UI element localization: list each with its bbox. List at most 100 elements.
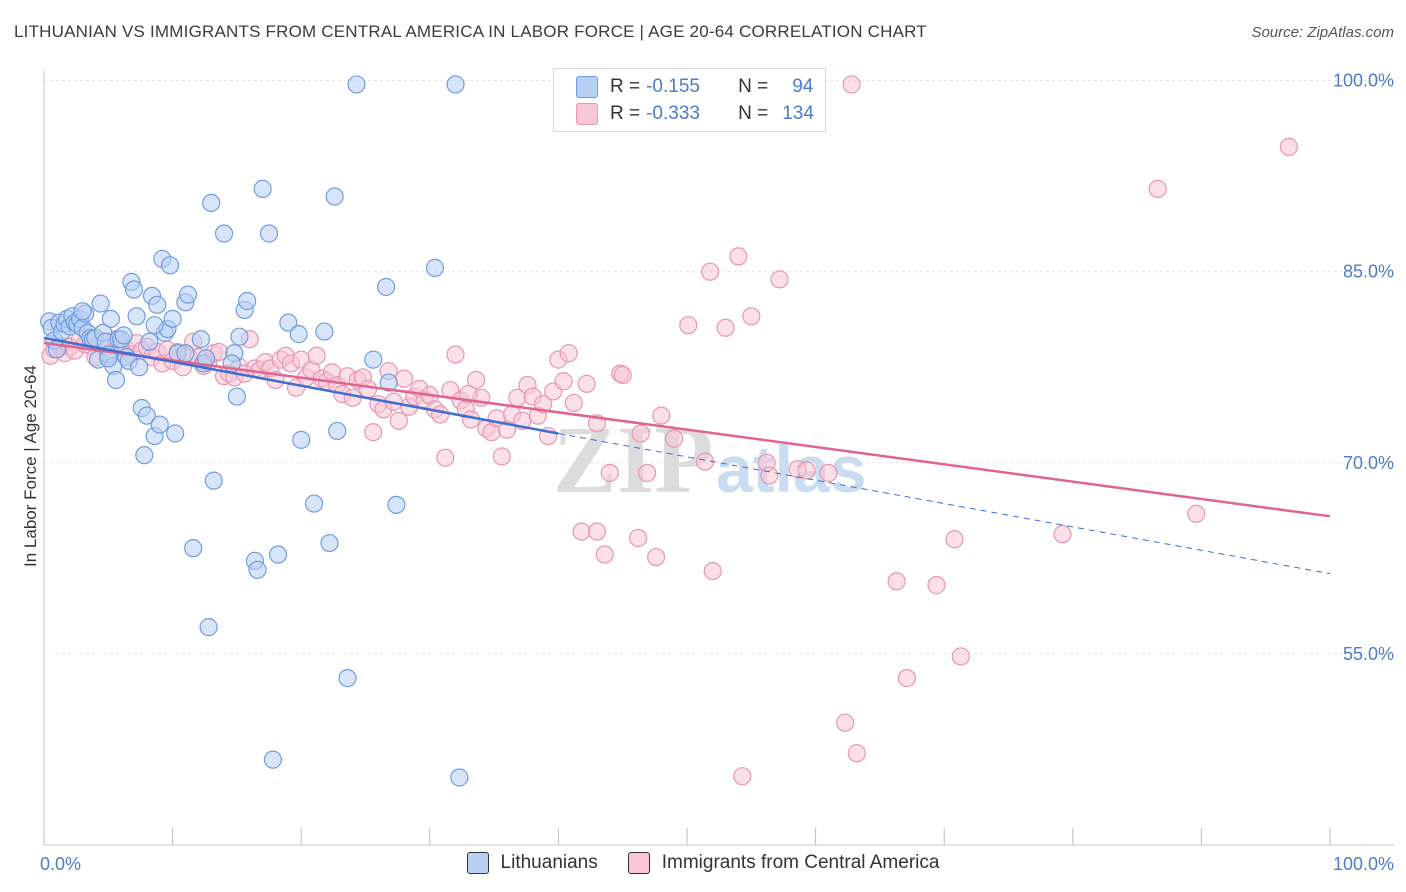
legend-r-value: -0.333 [646,103,700,124]
immigrants-point [951,647,971,666]
lithuanians-point [320,533,339,553]
lithuanians-point [137,406,156,425]
lithuanians-point [160,256,180,275]
legend-n-value: 134 [782,103,814,124]
lithuanians-point [268,545,288,564]
immigrants-point [559,344,578,363]
lithuanians-point [73,302,92,321]
immigrants-trend-line [43,341,1331,518]
y-tick-label: 55.0% [1343,644,1394,664]
lithuanians-point [106,370,126,390]
lithuanians-point [163,309,182,328]
immigrants-point [842,75,861,94]
legend-swatch-lithuanians [466,852,489,874]
immigrants-point [358,379,378,399]
lithuanians-point [315,322,334,341]
lithuanians-point [450,768,469,787]
y-tick-label: 85.0% [1343,262,1394,282]
lithuanians-point [148,295,167,314]
immigrants-point [572,522,591,541]
immigrants-point [770,270,789,289]
lithuanians-point [114,326,133,345]
legend-item-immigrants: Immigrants from Central America [627,852,939,874]
immigrants-point [887,572,906,591]
immigrants-point [600,463,619,483]
immigrants-point [701,262,720,281]
immigrants-point [679,316,698,335]
immigrants-point [430,405,450,424]
y-tick-labels: 55.0% 70.0% 85.0% 100.0% [1333,71,1394,664]
legend-n-value: 94 [792,76,814,97]
immigrants-point [729,247,748,266]
legend-item-lithuanians: Lithuanians [466,852,598,874]
lithuanians-point [150,415,169,434]
lithuanians-trend-line [43,336,559,435]
lithuanians-point [191,330,210,349]
lithuanians-point [387,495,406,514]
immigrants-point [665,429,684,448]
lithuanians-point [263,750,283,769]
lithuanians-point [145,316,164,335]
lithuanians-point [184,539,203,558]
axes [43,70,1394,846]
lithuanians-points [40,75,469,787]
immigrants-point [436,448,455,467]
immigrants-point [466,370,486,390]
lithuanians-point [166,424,185,443]
immigrants-point [554,372,573,391]
immigrants-point [631,424,650,443]
immigrants-point [446,345,465,364]
lithuanians-point [238,291,257,311]
legend-n-label: N = [738,103,769,124]
immigrants-point [564,393,583,413]
lithuanians-point [325,187,344,206]
legend-swatch-pink [576,103,598,125]
lithuanians-point [135,446,154,465]
immigrants-point [819,463,838,483]
lithuanians-point [347,75,366,94]
immigrants-point [742,307,761,326]
lithuanians-point [259,224,279,243]
lithuanians-point [101,309,120,328]
legend-row-lithuanians: R = -0.155 N = 94 [576,74,813,100]
lithuanians-point [376,277,396,297]
immigrants-point [307,346,326,365]
immigrants-point [797,461,816,480]
legend-r-label: R = [610,76,641,97]
immigrants-point [389,411,409,430]
watermark-zip: ZIP [553,406,713,513]
immigrants-point [638,463,657,483]
lithuanians-point [304,494,324,513]
lithuanians-point [230,327,249,346]
immigrants-point [1148,179,1167,198]
immigrants-point [343,388,362,407]
series-legend: Lithuanians Immigrants from Central Amer… [0,852,1406,874]
lithuanians-point [127,307,146,326]
immigrants-point [459,384,478,404]
immigrants-point [595,545,614,564]
lithuanians-point [199,618,218,637]
immigrants-point [927,576,946,595]
lithuanians-point [425,258,445,277]
lithuanians-point [253,179,272,198]
legend-swatch-immigrants [627,852,650,874]
y-tick-label: 100.0% [1333,71,1394,91]
immigrants-point [716,318,735,337]
immigrants-point [492,447,511,466]
immigrants-point [847,744,866,763]
immigrants-point [703,561,722,581]
trend-lines [43,336,1331,575]
immigrants-point [394,369,414,388]
legend-label-lithuanians: Lithuanians [500,852,598,873]
immigrants-point [629,528,648,548]
immigrants-point [897,669,917,688]
legend-n-label: N = [738,76,769,97]
lithuanians-point [176,344,195,363]
lithuanians-point [204,471,223,490]
lithuanians-point [379,373,398,392]
lithuanians-point [279,313,298,332]
lithuanians-point [289,325,308,344]
chart-title: LITHUANIAN VS IMMIGRANTS FROM CENTRAL AM… [14,22,927,41]
correlation-legend: R = -0.155 N = 94 R = -0.333 N = 134 [553,68,826,132]
lithuanians-point [140,332,159,351]
